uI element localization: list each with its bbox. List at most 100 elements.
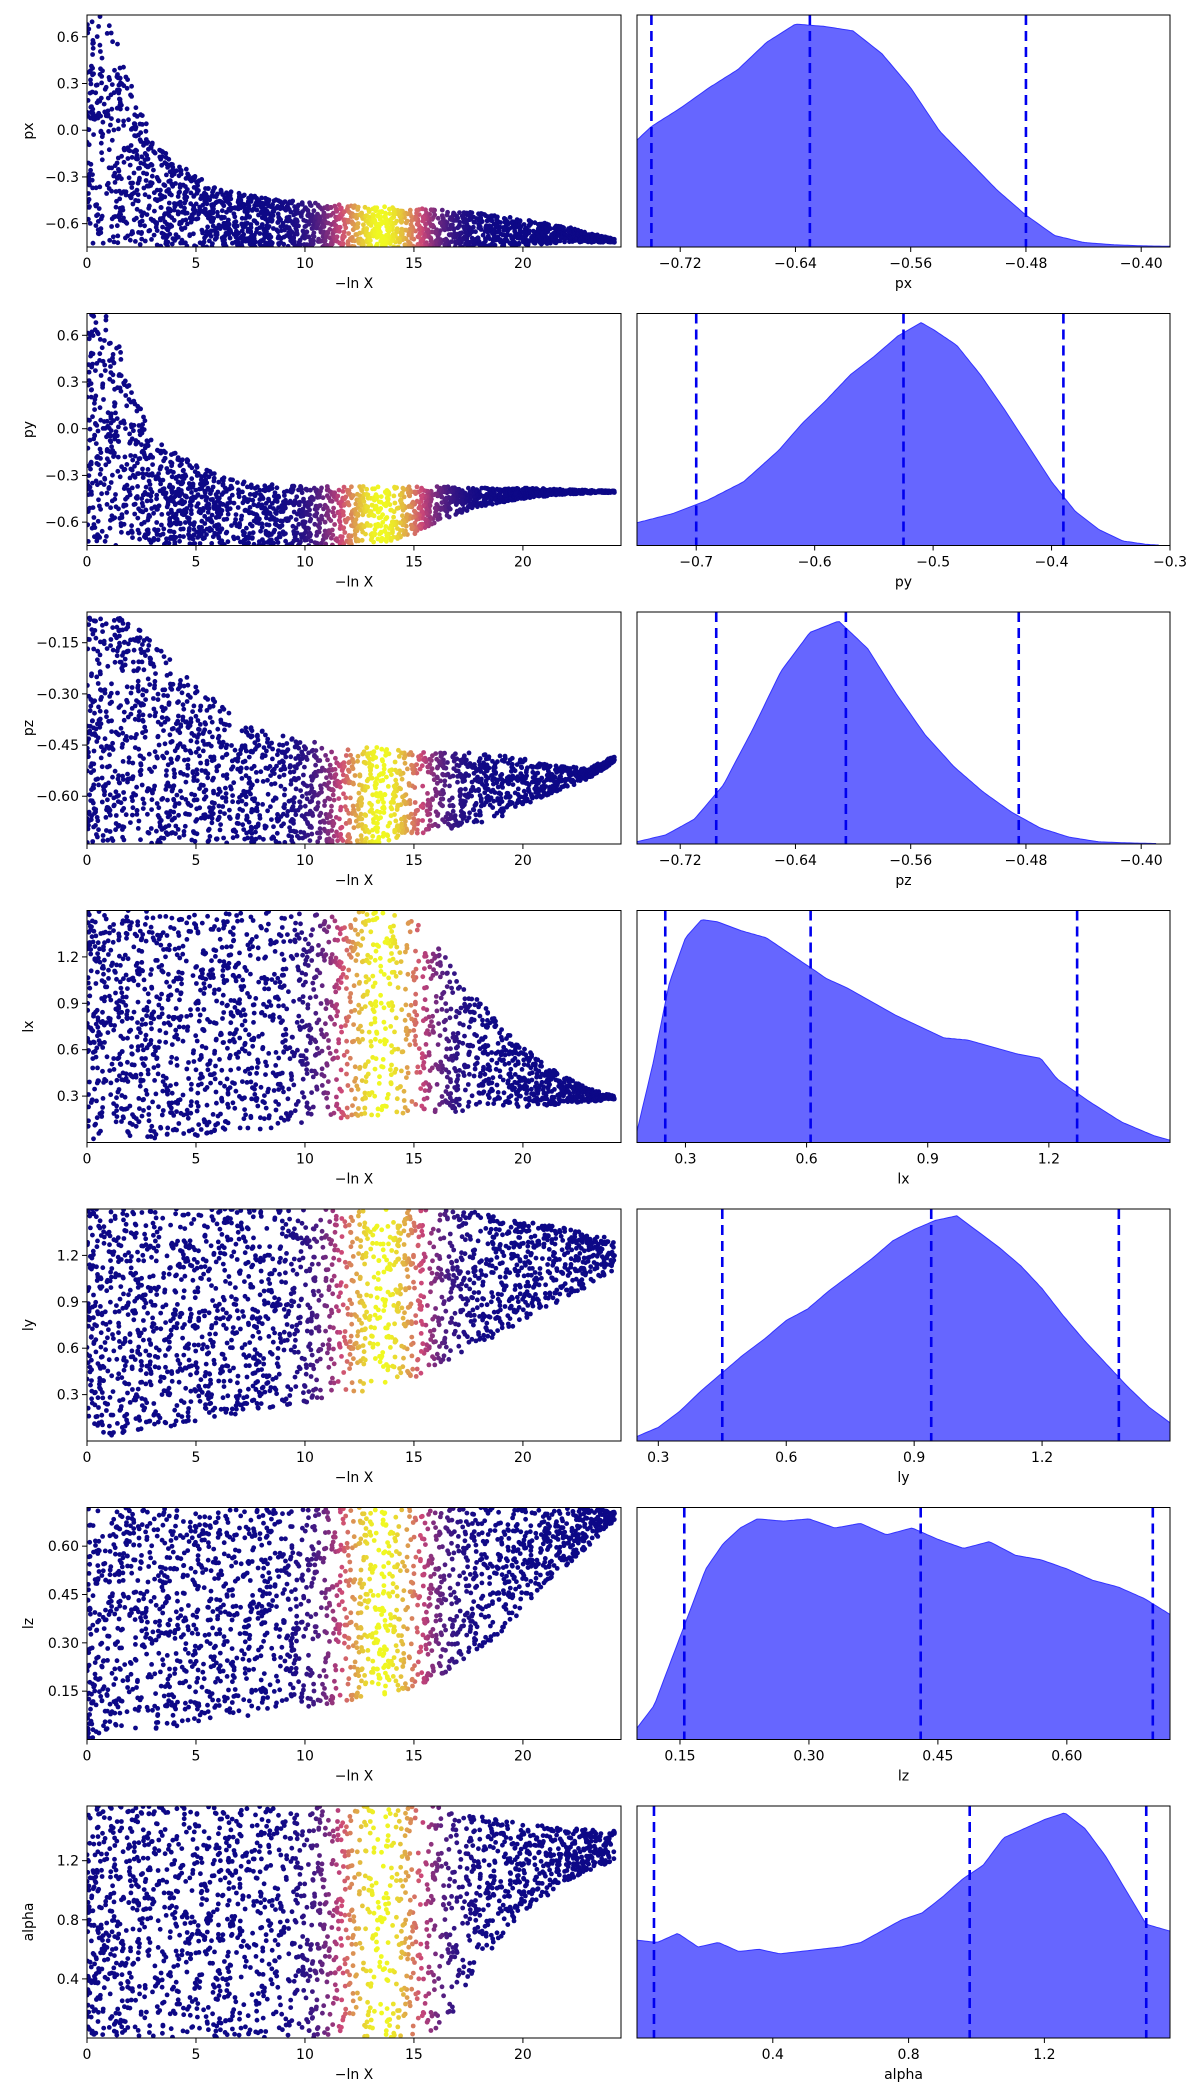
sample-point bbox=[130, 230, 136, 236]
sample-point bbox=[374, 505, 379, 511]
sample-point bbox=[94, 82, 100, 88]
sample-point bbox=[476, 221, 482, 227]
sample-point bbox=[348, 541, 354, 546]
sample-point bbox=[151, 536, 157, 541]
sample-point bbox=[130, 201, 136, 207]
sample-point bbox=[149, 807, 155, 812]
sample-point bbox=[387, 206, 392, 212]
sample-point bbox=[161, 728, 166, 733]
sample-point bbox=[102, 789, 107, 794]
sample-point bbox=[120, 741, 125, 747]
sample-point bbox=[214, 232, 220, 238]
sample-point bbox=[341, 229, 347, 235]
sample-point bbox=[482, 228, 488, 234]
sample-point bbox=[379, 209, 384, 215]
sample-point bbox=[134, 206, 140, 212]
sample-point bbox=[116, 793, 121, 798]
sample-point bbox=[459, 213, 465, 219]
sample-point bbox=[171, 529, 177, 535]
trace-px-ytick-label: 0.3 bbox=[57, 77, 79, 93]
sample-point bbox=[108, 340, 113, 346]
sample-point bbox=[150, 462, 156, 467]
sample-point bbox=[272, 527, 277, 533]
sample-point bbox=[127, 820, 133, 825]
sample-point bbox=[140, 718, 146, 724]
sample-point bbox=[90, 52, 95, 57]
sample-point bbox=[240, 489, 245, 495]
sample-point bbox=[105, 113, 111, 119]
sample-point bbox=[151, 232, 157, 238]
sample-point bbox=[219, 208, 225, 214]
sample-point bbox=[378, 499, 384, 505]
sample-point bbox=[129, 155, 135, 160]
sample-point bbox=[99, 80, 104, 86]
sample-point bbox=[180, 457, 185, 463]
sample-point bbox=[106, 459, 112, 465]
sample-point bbox=[268, 234, 274, 240]
sample-point bbox=[136, 717, 142, 723]
sample-point bbox=[257, 516, 262, 522]
sample-point bbox=[99, 345, 105, 351]
posterior-py-xlabel: py bbox=[895, 575, 912, 591]
sample-point bbox=[371, 212, 376, 218]
sample-point bbox=[192, 174, 198, 179]
sample-point bbox=[87, 426, 93, 432]
sample-point bbox=[215, 191, 220, 197]
sample-point bbox=[90, 333, 96, 338]
sample-point bbox=[403, 220, 409, 226]
sample-point bbox=[364, 226, 369, 231]
sample-point bbox=[124, 684, 130, 690]
sample-point bbox=[185, 187, 190, 192]
sample-point bbox=[288, 514, 294, 520]
sample-point bbox=[140, 806, 146, 811]
sample-point bbox=[248, 225, 254, 230]
sample-point bbox=[278, 217, 283, 223]
sample-point bbox=[147, 713, 153, 718]
sample-point bbox=[348, 538, 353, 543]
sample-point bbox=[392, 500, 398, 506]
sample-point bbox=[130, 659, 136, 665]
sample-point bbox=[129, 436, 135, 442]
sample-point bbox=[105, 837, 111, 843]
sample-point bbox=[229, 492, 235, 498]
sample-point bbox=[326, 508, 331, 513]
sample-point bbox=[149, 180, 155, 186]
sample-point bbox=[408, 222, 414, 228]
sample-point bbox=[206, 474, 212, 480]
sample-point bbox=[350, 493, 356, 498]
sample-point bbox=[355, 204, 361, 210]
sample-point bbox=[141, 702, 147, 708]
sample-point bbox=[90, 172, 95, 178]
sample-point bbox=[241, 192, 247, 198]
sample-point bbox=[359, 503, 364, 508]
sample-point bbox=[155, 755, 160, 761]
sample-point bbox=[401, 532, 407, 537]
sample-point bbox=[97, 652, 103, 658]
sample-point bbox=[130, 812, 135, 818]
trace-px-xlabel: −ln X bbox=[335, 276, 374, 292]
sample-point bbox=[90, 240, 96, 246]
sample-point bbox=[211, 471, 217, 476]
sample-point bbox=[245, 484, 250, 490]
sample-point bbox=[216, 495, 222, 501]
sample-point bbox=[378, 515, 384, 520]
sample-point bbox=[259, 524, 265, 530]
sample-point bbox=[147, 228, 153, 233]
sample-point bbox=[90, 351, 96, 357]
trace-px-ytick-label: −0.6 bbox=[45, 217, 79, 233]
trace-py-plot-area bbox=[87, 313, 617, 546]
sample-point bbox=[178, 168, 184, 173]
sample-point bbox=[233, 219, 239, 225]
sample-point bbox=[401, 494, 407, 500]
sample-point bbox=[254, 207, 260, 213]
sample-point bbox=[123, 426, 128, 431]
sample-point bbox=[103, 314, 109, 319]
sample-point bbox=[120, 777, 126, 782]
sample-point bbox=[126, 117, 131, 123]
sample-point bbox=[246, 203, 252, 209]
sample-point bbox=[151, 706, 157, 712]
posterior-px-plot-area bbox=[637, 15, 1170, 247]
sample-point bbox=[193, 208, 198, 214]
sample-point bbox=[446, 232, 452, 238]
sample-point bbox=[169, 241, 175, 247]
